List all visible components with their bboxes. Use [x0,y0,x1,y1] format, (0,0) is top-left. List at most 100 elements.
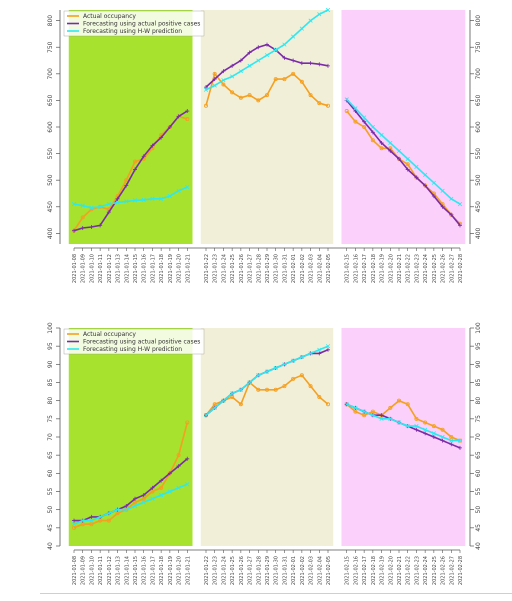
data-point [167,194,172,199]
data-point [388,416,393,421]
data-point [449,434,454,439]
data-point [379,416,384,421]
data-point [141,154,146,159]
x-tick-label: 2021-02-02 [300,254,306,283]
data-point [203,413,209,418]
x-tick-label: 2021-01-22 [204,254,210,283]
x-tick-label: 2021-01-11 [98,254,104,283]
series-line [205,374,329,416]
data-point [326,347,330,352]
y-tick-label-right: 85 [475,379,482,387]
data-point [80,522,85,527]
data-point [431,424,436,429]
x-tick-label: 2021-01-30 [274,556,280,585]
x-tick-label: 2021-01-10 [89,254,95,283]
x-tick-label: 2021-02-27 [449,556,455,585]
x-tick-label: 2021-02-23 [414,556,420,585]
data-point [414,416,419,421]
data-point [106,202,111,207]
data-point [150,489,155,494]
data-point [132,500,137,505]
y-tick-label-left: 500 [47,174,54,186]
data-point [98,514,103,520]
region-2 [200,328,334,546]
data-point [414,164,419,169]
legend-label: Forecasting using H-W prediction [83,346,182,353]
x-tick-label: 2021-01-31 [282,556,288,585]
data-point [299,79,304,84]
legend-box [63,10,205,37]
data-point [265,42,269,47]
data-point [221,82,226,87]
data-point [405,162,410,167]
data-point [80,226,85,231]
x-tick-label: 2021-02-17 [362,556,368,585]
data-point [150,485,155,490]
data-point [150,143,155,148]
data-point [230,90,235,95]
data-point [230,74,235,79]
x-tick-label: 2021-02-27 [449,254,455,283]
x-tick-label: 2021-01-29 [265,556,271,585]
x-tick-label: 2021-02-26 [441,556,447,585]
x-tick-label: 2021-02-28 [458,254,464,283]
data-point [264,53,270,58]
data-point [353,109,358,114]
data-point [440,204,445,209]
data-point [325,344,331,349]
data-point [256,373,261,378]
data-point [185,185,190,190]
data-point [247,93,252,98]
data-point [282,362,287,367]
y-tick-label-left: 40 [47,542,54,550]
data-point [317,395,322,400]
data-point [379,132,384,138]
data-point [440,434,445,440]
x-tick-label: 2021-02-15 [345,556,351,585]
data-point [89,514,94,519]
y-tick-label-right: 550 [475,148,482,160]
legend-box [63,328,205,355]
y-tick-label-right: 750 [475,41,482,53]
y-tick-label-left: 750 [47,41,54,53]
data-point [291,376,296,381]
y-tick-label-left: 60 [47,469,54,477]
data-point [212,71,217,76]
data-point [89,205,94,210]
y-tick-label-left: 95 [47,342,54,350]
data-point [72,525,77,530]
data-point [431,431,436,436]
x-tick-label: 2021-01-13 [116,556,122,585]
data-point [282,384,287,389]
data-point [344,109,349,114]
data-point [176,464,181,469]
x-tick-label: 2021-01-08 [72,556,78,585]
data-point [176,114,181,119]
data-point [238,58,243,63]
y-tick-label-left: 600 [47,121,54,133]
data-point [362,119,367,124]
data-point [353,409,358,414]
y-tick-label-right: 80 [475,397,482,405]
data-point [221,69,226,74]
data-point [221,78,226,83]
x-tick-label: 2021-01-18 [159,556,165,585]
y-tick-label-left: 70 [47,433,54,441]
data-point [132,503,138,509]
x-tick-label: 2021-01-16 [142,254,148,283]
data-point [370,138,375,143]
data-point [362,125,367,130]
data-point [132,159,137,164]
data-point [124,504,129,509]
x-tick-label: 2021-01-23 [213,556,219,585]
data-point [370,413,375,418]
data-point [106,518,111,523]
x-tick-label: 2021-01-21 [185,556,191,585]
data-point [203,87,209,92]
data-point [72,518,76,523]
data-point [133,167,137,172]
data-point [353,106,358,111]
bottom-divider [40,593,512,594]
data-point [326,63,330,68]
